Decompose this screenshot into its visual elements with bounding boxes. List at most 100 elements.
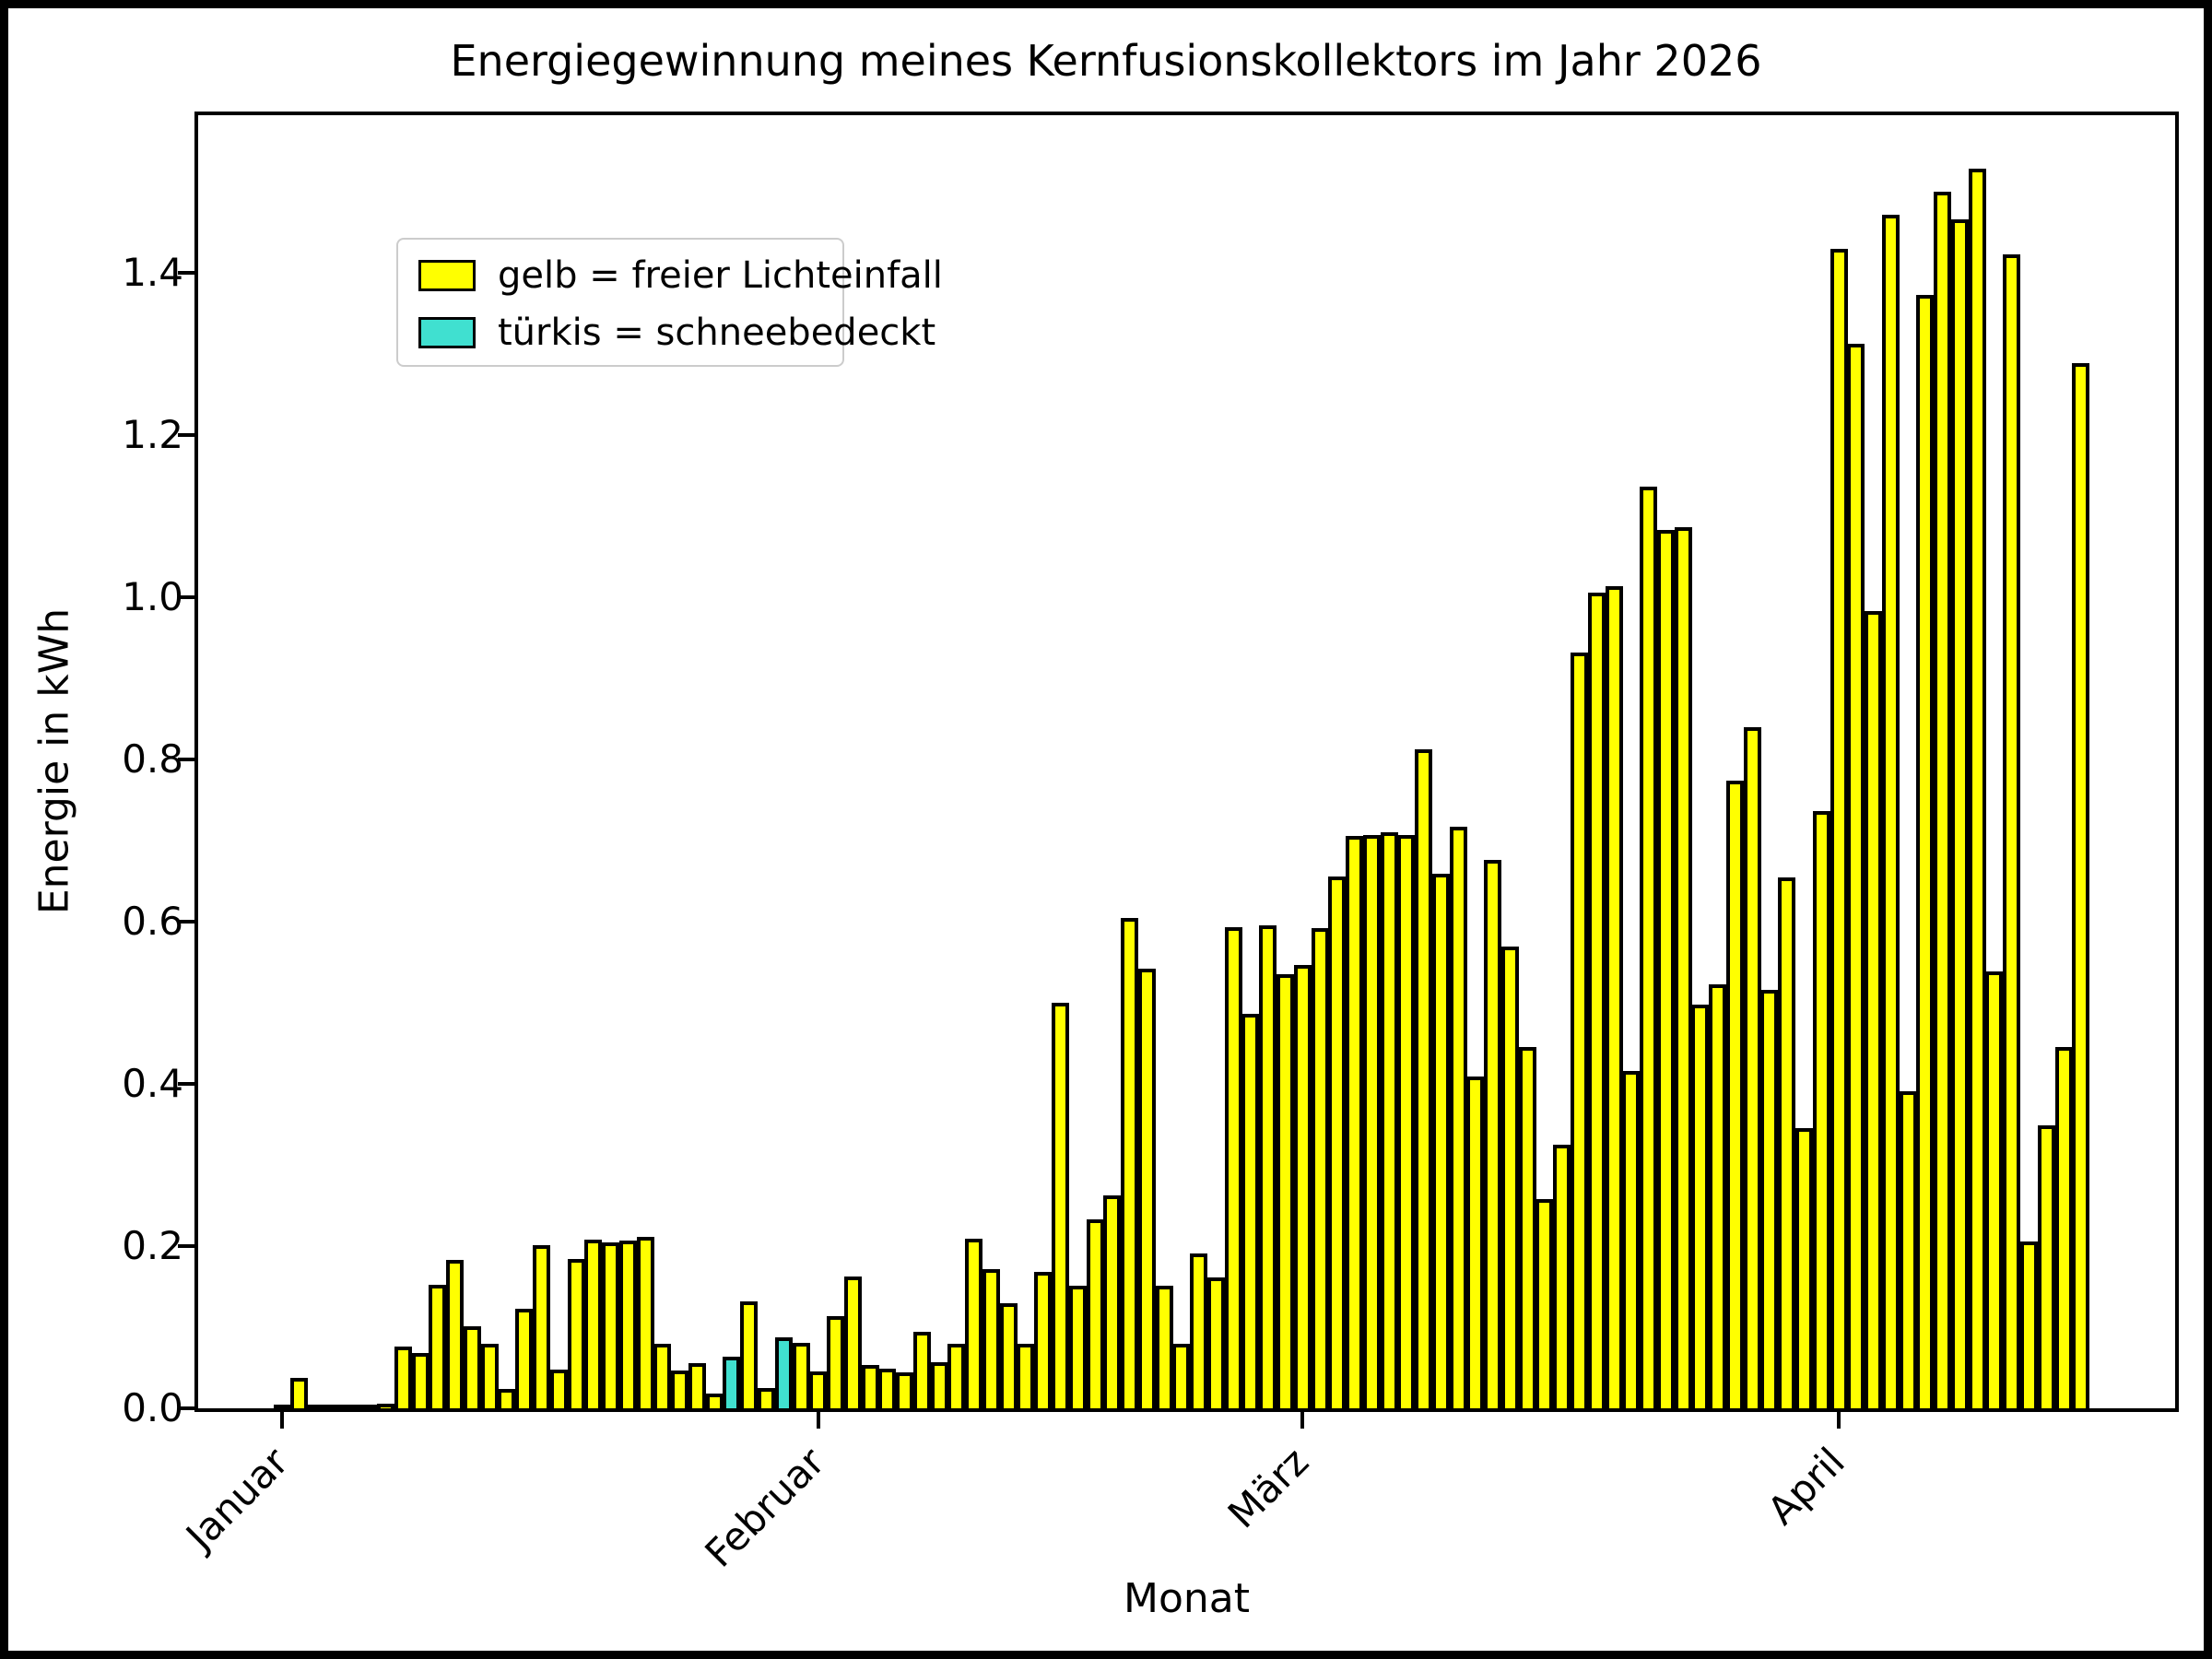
y-tick-label-1.2: 1.2 — [122, 411, 183, 457]
bar-april-3 — [1865, 611, 1883, 1408]
bar-februar-14 — [1034, 1272, 1053, 1408]
bar-februar-13 — [1017, 1344, 1035, 1408]
bar-april-4 — [1881, 215, 1900, 1408]
bar-januar-25 — [688, 1363, 706, 1408]
bar-märz-30 — [1794, 1128, 1813, 1408]
bar-januar-7 — [377, 1404, 395, 1408]
y-tick-label-0.6: 0.6 — [122, 898, 183, 944]
legend-label-snow: türkis = schneebedeckt — [498, 312, 936, 354]
bar-januar-15 — [515, 1309, 534, 1408]
bar-märz-5 — [1362, 835, 1381, 1408]
bar-märz-16 — [1553, 1145, 1571, 1408]
y-tick-1.4 — [178, 270, 194, 275]
bar-februar-7 — [912, 1332, 931, 1408]
bar-märz-1 — [1293, 965, 1312, 1408]
bar-märz-7 — [1397, 835, 1416, 1408]
bars-container — [198, 115, 2175, 1408]
bar-januar-5 — [342, 1405, 360, 1408]
bar-februar-3 — [843, 1277, 862, 1408]
bar-märz-24 — [1691, 1005, 1710, 1408]
bar-märz-31 — [1812, 811, 1830, 1408]
y-tick-label-0.0: 0.0 — [122, 1385, 183, 1430]
bar-februar-17 — [1086, 1219, 1104, 1408]
bar-märz-26 — [1725, 781, 1744, 1408]
bar-januar-4 — [324, 1405, 343, 1408]
chart-title: Energiegewinnung meines Kernfusionskolle… — [450, 36, 1762, 86]
bar-februar-6 — [896, 1372, 914, 1408]
bar-märz-28 — [1760, 990, 1779, 1408]
y-tick-0.6 — [178, 919, 194, 924]
bar-februar-2 — [827, 1316, 845, 1408]
bar-märz-29 — [1778, 877, 1796, 1408]
plot-area: gelb = freier Lichteinfall türkis = schn… — [194, 112, 2179, 1412]
bar-januar-13 — [480, 1344, 499, 1408]
bar-märz-4 — [1346, 836, 1364, 1408]
y-tick-label-0.8: 0.8 — [122, 735, 183, 782]
bar-märz-9 — [1431, 874, 1450, 1408]
bar-februar-1 — [809, 1371, 828, 1408]
y-tick-label-1.0: 1.0 — [122, 573, 183, 619]
legend-swatch-turquoise — [418, 317, 476, 348]
y-tick-0.4 — [178, 1081, 194, 1086]
bar-märz-14 — [1518, 1047, 1536, 1408]
bar-januar-9 — [411, 1353, 429, 1408]
bar-januar-17 — [549, 1370, 568, 1408]
bar-februar-10 — [965, 1239, 983, 1408]
bar-februar-12 — [999, 1303, 1018, 1408]
bar-januar-10 — [429, 1285, 447, 1408]
bar-februar-5 — [878, 1369, 897, 1408]
bar-januar-19 — [584, 1240, 603, 1408]
bar-januar-12 — [463, 1326, 481, 1408]
bar-februar-26 — [1241, 1014, 1260, 1408]
bar-januar-8 — [394, 1347, 412, 1408]
bar-april-1 — [1830, 249, 1848, 1408]
bar-märz-3 — [1328, 877, 1347, 1408]
bar-märz-27 — [1743, 727, 1761, 1408]
bar-januar-21 — [618, 1241, 637, 1408]
legend: gelb = freier Lichteinfall türkis = schn… — [396, 238, 943, 367]
bar-april-7 — [1934, 192, 1952, 1408]
bar-april-8 — [1950, 219, 1969, 1408]
y-tick-label-1.4: 1.4 — [122, 249, 183, 295]
y-tick-1.2 — [178, 432, 194, 437]
bar-märz-23 — [1674, 527, 1692, 1408]
legend-label-free: gelb = freier Lichteinfall — [498, 254, 943, 297]
bar-januar-11 — [446, 1260, 465, 1408]
bar-april-9 — [1968, 169, 1986, 1408]
bar-februar-19 — [1121, 918, 1139, 1408]
y-tick-0.0 — [178, 1406, 194, 1410]
bar-januar-3 — [308, 1405, 326, 1408]
bar-februar-16 — [1068, 1286, 1087, 1408]
bar-februar-20 — [1137, 969, 1156, 1408]
bar-märz-17 — [1571, 653, 1589, 1408]
bar-april-13 — [2037, 1125, 2055, 1408]
bar-april-5 — [1899, 1091, 1917, 1408]
x-axis-label: Monat — [1124, 1575, 1250, 1622]
x-tick-label-februar: Februar — [695, 1439, 833, 1576]
y-tick-1.0 — [178, 594, 194, 599]
legend-item-snow: türkis = schneebedeckt — [418, 313, 935, 352]
bar-april-6 — [1916, 295, 1935, 1408]
legend-item-free: gelb = freier Lichteinfall — [418, 256, 943, 295]
y-axis-label: Energie in kWh — [30, 607, 78, 915]
bar-märz-8 — [1415, 749, 1433, 1408]
bar-januar-24 — [671, 1371, 689, 1408]
bar-märz-21 — [1640, 487, 1658, 1408]
bar-märz-22 — [1656, 530, 1675, 1408]
bar-märz-10 — [1449, 827, 1467, 1408]
bar-april-11 — [2003, 254, 2021, 1408]
bar-januar-16 — [533, 1245, 550, 1408]
bar-april-2 — [1847, 344, 1865, 1408]
bar-januar-2 — [290, 1378, 309, 1408]
bar-januar-1 — [273, 1405, 291, 1408]
x-tick-label-januar: Januar — [177, 1439, 297, 1559]
bar-februar-25 — [1224, 927, 1242, 1408]
bar-februar-4 — [861, 1365, 879, 1408]
bar-januar-29 — [757, 1388, 775, 1408]
bar-märz-11 — [1466, 1077, 1485, 1408]
x-tick-april — [1837, 1412, 1841, 1429]
bar-märz-25 — [1709, 984, 1727, 1408]
legend-swatch-yellow — [418, 260, 476, 291]
bar-februar-22 — [1172, 1344, 1191, 1408]
bar-januar-26 — [705, 1394, 724, 1408]
